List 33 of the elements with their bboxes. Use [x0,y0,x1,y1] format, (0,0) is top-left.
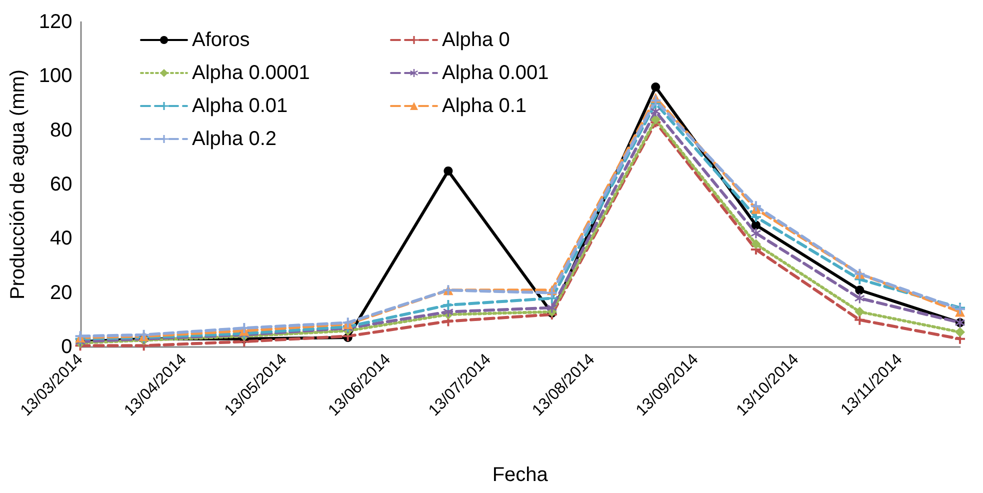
point [546,302,557,313]
legend-label: Alpha 0.0001 [192,62,310,84]
legend-label: Alpha 0.01 [192,95,288,117]
point [650,96,661,106]
legend-label: Alpha 0.001 [442,62,549,84]
y-tick-label: 60 [50,174,72,196]
legend-label: Alpha 0 [442,29,510,51]
point [855,286,864,295]
point [650,114,661,124]
point [651,82,660,92]
legend-label: Alpha 0.2 [192,128,277,150]
point [650,106,661,116]
point [854,306,865,317]
point [955,327,965,338]
point [444,166,453,176]
y-tick-label: 20 [50,282,72,304]
point [750,239,761,250]
y-tick-label: 40 [50,228,72,250]
point [751,220,760,230]
y-tick-label: 120 [38,11,72,33]
point [750,201,761,212]
legend-label: Alpha 0.1 [442,95,527,117]
y-tick-label: 100 [38,65,72,88]
y-tick-label: 80 [50,119,72,142]
point [750,228,761,238]
point [443,300,454,310]
point [854,314,865,325]
point [854,293,865,304]
x-axis-title: Fecha [492,464,549,486]
y-axis-title: Producción de agua (mm) [7,69,29,300]
y-tick-label: 0 [61,336,72,358]
point [546,288,557,298]
legend-label: Aforos [192,29,250,51]
